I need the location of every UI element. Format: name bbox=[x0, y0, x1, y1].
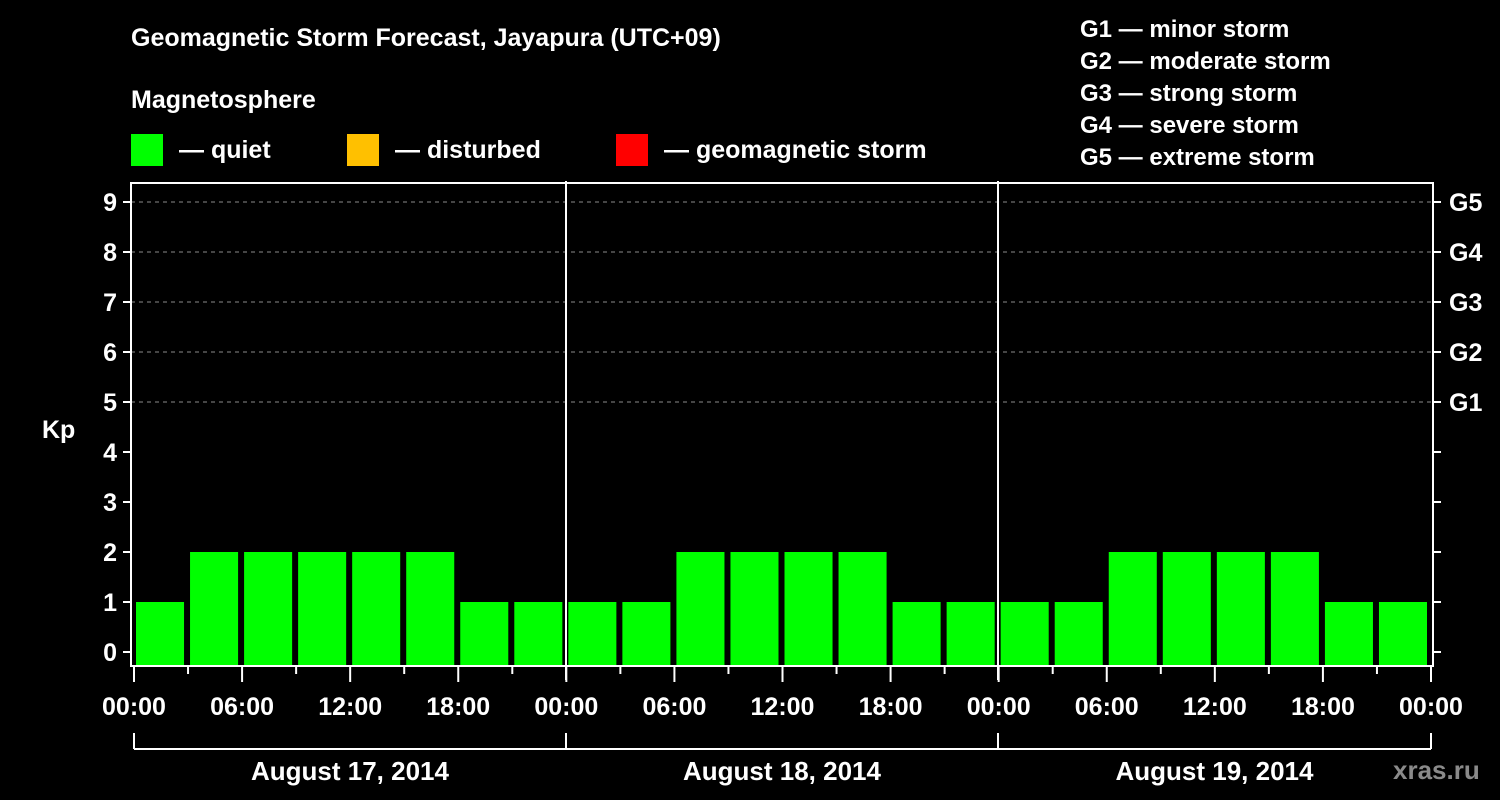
day-label: August 17, 2014 bbox=[251, 756, 450, 786]
kp-bar bbox=[838, 552, 887, 666]
g5-legend: G5 — extreme storm bbox=[1080, 144, 1315, 171]
kp-bar bbox=[946, 602, 995, 666]
x-tick-label: 12:00 bbox=[318, 693, 382, 721]
x-tick-label: 06:00 bbox=[1075, 693, 1139, 721]
kp-bar bbox=[1054, 602, 1103, 666]
y-tick-label: 1 bbox=[103, 589, 117, 617]
legend-disturbed-label: — disturbed bbox=[395, 135, 541, 164]
y-axis-label: Kp bbox=[42, 416, 75, 444]
kp-bar bbox=[136, 602, 185, 666]
x-tick-label: 00:00 bbox=[1399, 693, 1463, 721]
x-tick-label: 06:00 bbox=[642, 693, 706, 721]
g2-legend: G2 — moderate storm bbox=[1080, 48, 1331, 75]
kp-bar bbox=[298, 552, 347, 666]
y-tick-label: 5 bbox=[103, 389, 117, 417]
legend-quiet-label: — quiet bbox=[179, 135, 271, 164]
kp-bar bbox=[190, 552, 239, 666]
legend-disturbed: — disturbed bbox=[347, 134, 541, 166]
kp-bar bbox=[244, 552, 293, 666]
watermark: xras.ru bbox=[1393, 755, 1480, 785]
x-tick-label: 18:00 bbox=[859, 693, 923, 721]
kp-bar bbox=[1216, 552, 1265, 666]
g-scale-legend: G1 — minor storm G2 — moderate storm G3 … bbox=[1080, 14, 1331, 174]
x-tick-label: 12:00 bbox=[751, 693, 815, 721]
kp-bar bbox=[568, 602, 617, 666]
legend-storm: — geomagnetic storm bbox=[616, 134, 927, 166]
x-tick-label: 06:00 bbox=[210, 693, 274, 721]
y-tick-label: 9 bbox=[103, 189, 117, 217]
kp-bar bbox=[352, 552, 401, 666]
kp-bar bbox=[622, 602, 671, 666]
x-tick-label: 18:00 bbox=[426, 693, 490, 721]
kp-bar bbox=[1270, 552, 1319, 666]
quiet-swatch-icon bbox=[131, 134, 163, 166]
y-tick-label: 4 bbox=[103, 439, 117, 467]
x-tick-label: 00:00 bbox=[967, 693, 1031, 721]
kp-bar bbox=[730, 552, 779, 666]
kp-bar bbox=[1000, 602, 1049, 666]
y-tick-label: 6 bbox=[103, 339, 117, 367]
kp-bar bbox=[1324, 602, 1373, 666]
disturbed-swatch-icon bbox=[347, 134, 379, 166]
legend-title: Magnetosphere bbox=[131, 86, 316, 114]
legend-quiet: — quiet bbox=[131, 134, 271, 166]
kp-bar bbox=[1162, 552, 1211, 666]
g1-legend: G1 — minor storm bbox=[1080, 16, 1290, 43]
kp-bar bbox=[676, 552, 725, 666]
kp-bar bbox=[514, 602, 563, 666]
kp-bar bbox=[1108, 552, 1157, 666]
x-tick-label: 18:00 bbox=[1291, 693, 1355, 721]
x-tick-label: 12:00 bbox=[1183, 693, 1247, 721]
kp-bar bbox=[892, 602, 941, 666]
g-scale-label: G5 bbox=[1449, 189, 1482, 217]
kp-bar bbox=[460, 602, 509, 666]
x-tick-label: 00:00 bbox=[102, 693, 166, 721]
legend-storm-label: — geomagnetic storm bbox=[664, 135, 927, 164]
g-scale-label: G4 bbox=[1449, 239, 1482, 267]
y-tick-label: 3 bbox=[103, 489, 117, 517]
x-tick-label: 00:00 bbox=[534, 693, 598, 721]
y-tick-label: 0 bbox=[103, 639, 117, 667]
y-tick-label: 7 bbox=[103, 289, 117, 317]
kp-bar bbox=[406, 552, 455, 666]
day-label: August 18, 2014 bbox=[683, 756, 882, 786]
g-scale-label: G1 bbox=[1449, 389, 1482, 417]
g4-legend: G4 — severe storm bbox=[1080, 112, 1299, 139]
kp-bar bbox=[784, 552, 833, 666]
g-scale-label: G2 bbox=[1449, 339, 1482, 367]
day-label: August 19, 2014 bbox=[1116, 756, 1315, 786]
g-scale-label: G3 bbox=[1449, 289, 1482, 317]
storm-swatch-icon bbox=[616, 134, 648, 166]
y-tick-label: 2 bbox=[103, 539, 117, 567]
chart-title: Geomagnetic Storm Forecast, Jayapura (UT… bbox=[131, 24, 721, 52]
g3-legend: G3 — strong storm bbox=[1080, 80, 1298, 107]
kp-bar bbox=[1378, 602, 1427, 666]
y-tick-label: 8 bbox=[103, 239, 117, 267]
